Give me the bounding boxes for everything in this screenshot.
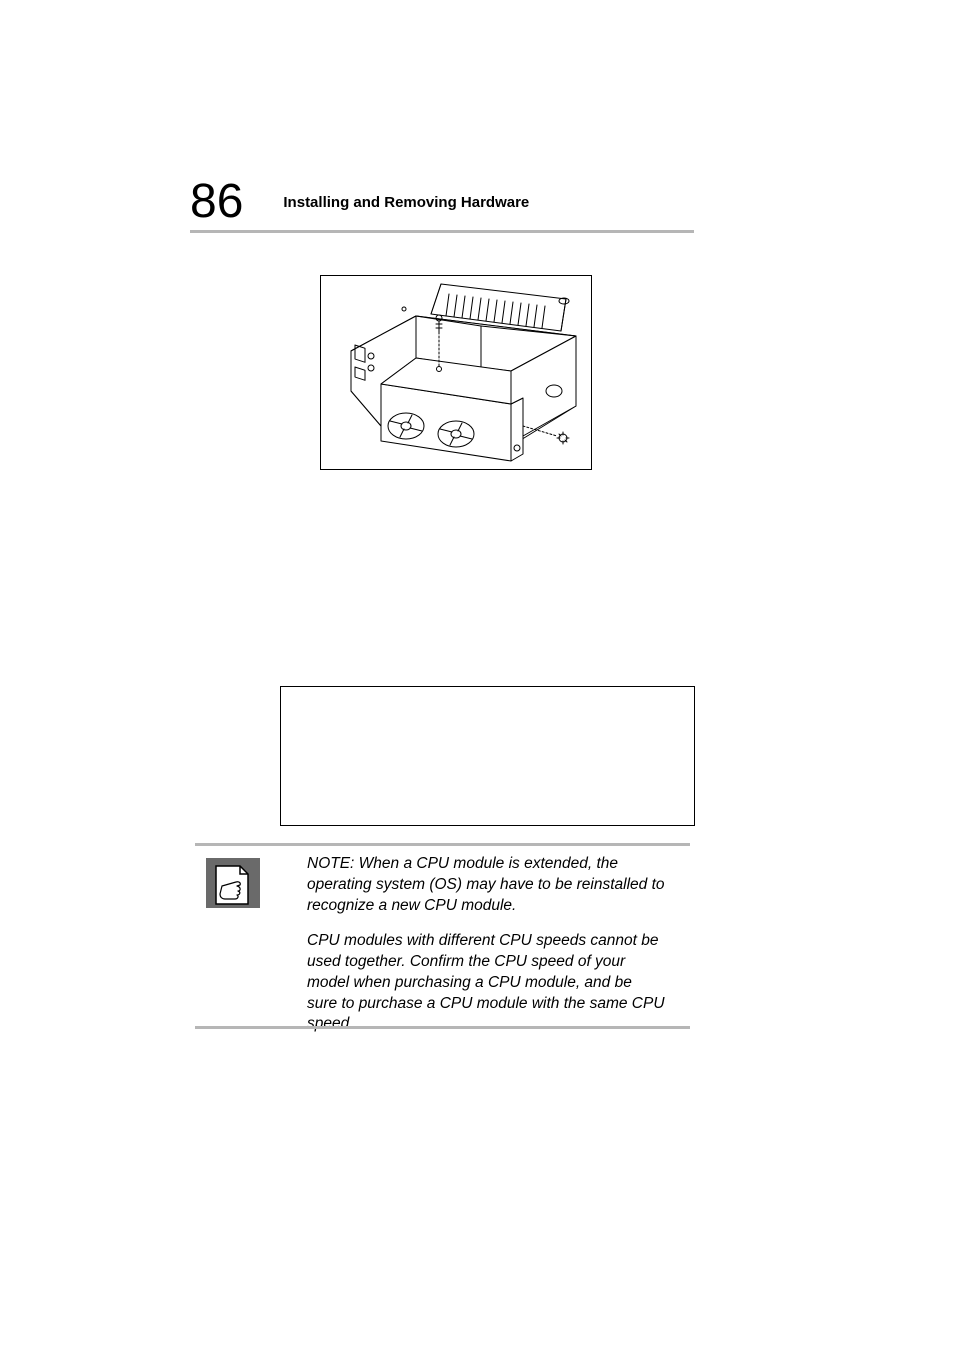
note-paragraph-1: NOTE: When a CPU module is extended, the…	[307, 854, 665, 917]
note-rule-top	[195, 843, 690, 846]
note-text-block: NOTE: When a CPU module is extended, the…	[307, 854, 665, 1049]
hardware-figure	[320, 275, 592, 470]
note-paragraph-2: CPU modules with different CPU speeds ca…	[307, 931, 665, 1036]
chapter-title: Installing and Removing Hardware	[283, 194, 529, 211]
page-header: 86 Installing and Removing Hardware	[190, 178, 694, 226]
note-rule-bottom	[195, 1026, 690, 1029]
note-hand-pointing-icon	[206, 858, 260, 908]
page: 86 Installing and Removing Hardware	[0, 0, 954, 1351]
header-rule	[190, 230, 694, 233]
page-number: 86	[190, 178, 243, 226]
server-chassis-drawing-icon	[321, 276, 591, 469]
empty-placeholder-box	[280, 686, 695, 826]
